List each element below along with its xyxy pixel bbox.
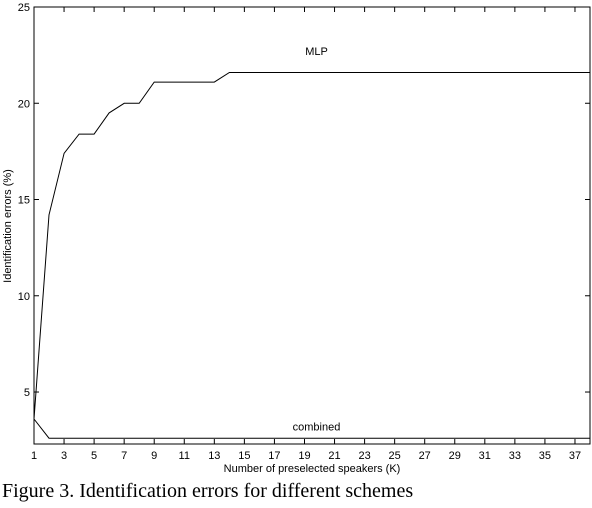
x-tick-label: 17 [268, 450, 280, 462]
x-tick-label: 13 [208, 450, 220, 462]
x-tick-label: 9 [151, 450, 157, 462]
series-line-combined [33, 418, 590, 439]
x-tick-label: 35 [539, 450, 551, 462]
x-tick-label: 37 [569, 450, 581, 462]
x-tick-label: 27 [419, 450, 431, 462]
x-tick-label: 5 [91, 450, 97, 462]
y-axis-label: Identification errors (%) [2, 169, 14, 283]
annotation-label: combined [293, 422, 341, 434]
y-tick-label: 10 [18, 291, 30, 303]
x-tick-label: 29 [449, 450, 461, 462]
x-tick-label: 7 [121, 450, 127, 462]
x-tick-label: 19 [298, 450, 310, 462]
annotation-label: MLP [305, 46, 328, 58]
y-tick-label: 5 [24, 387, 30, 399]
y-tick-label: 20 [18, 98, 30, 110]
x-tick-label: 15 [238, 450, 250, 462]
x-tick-label: 25 [389, 450, 401, 462]
x-tick-label: 23 [358, 450, 370, 462]
x-tick-label: 31 [479, 450, 491, 462]
plot-area [33, 6, 591, 445]
x-tick-label: 33 [509, 450, 521, 462]
y-tick-label: 15 [18, 195, 30, 207]
x-tick-label: 1 [31, 450, 37, 462]
x-tick-label: 11 [179, 450, 190, 462]
x-axis-ticks: 1 3 5 7 9 11 13 15 17 19 21 23 25 27 29 31 33 35 37 [31, 7, 581, 462]
chart: 1 3 5 7 9 11 13 15 17 19 21 23 25 27 29 31 33 35 37 510152… [2, 2, 591, 475]
annotations: MLP combined [293, 46, 341, 433]
y-tick-label: 25 [18, 2, 30, 14]
x-axis-label: Number of preselected speakers (K) [224, 463, 401, 475]
x-tick-label: 21 [328, 450, 340, 462]
figure-caption: Figure 3. Identification errors for diff… [2, 480, 414, 502]
x-tick-label: 3 [61, 450, 67, 462]
series-lines [33, 72, 590, 439]
series-line-MLP [33, 72, 590, 420]
y-axis-ticks: 5 10 15 20 25 [18, 2, 590, 399]
